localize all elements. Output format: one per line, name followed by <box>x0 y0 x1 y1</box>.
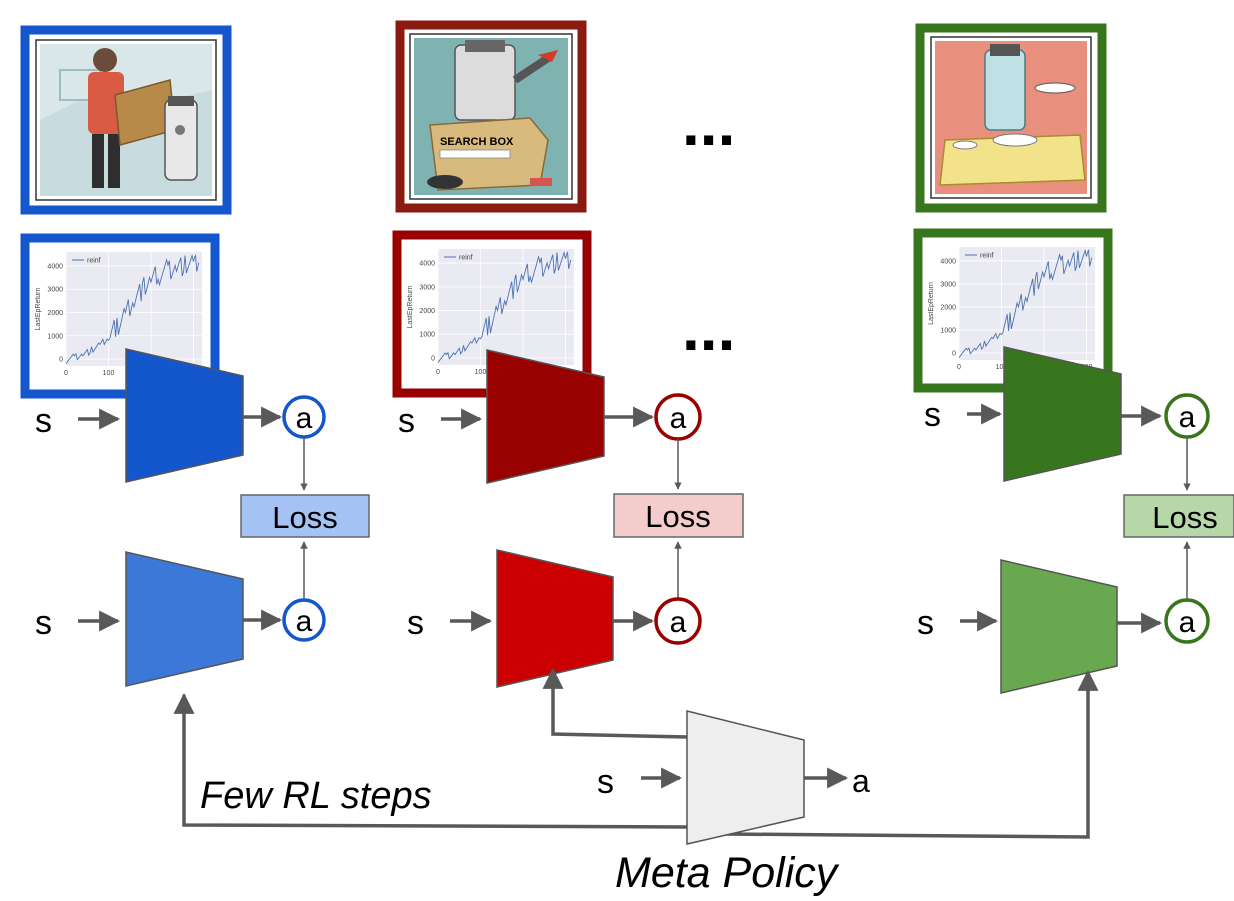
adaptation-arrow-blue <box>173 692 688 829</box>
x-tick-label: 0 <box>957 364 961 371</box>
y-axis-label: LastEpReturn <box>928 282 935 325</box>
adapted-policy-network-green <box>1003 346 1122 482</box>
reward-chart-blue: 010002000300040000100200300reinfLastEpRe… <box>35 252 202 377</box>
x-tick-label: 100 <box>103 370 115 377</box>
adaptation-arrow-green <box>724 669 1099 839</box>
action-label: a <box>670 402 687 435</box>
action-label: a <box>296 605 313 638</box>
legend-label: reinf <box>459 255 473 262</box>
y-tick-label: 3000 <box>940 281 956 288</box>
task-image-blue <box>20 25 232 215</box>
state-label: s <box>398 402 415 440</box>
y-tick-label: 4000 <box>47 263 63 270</box>
action-node <box>654 597 702 645</box>
y-tick-label: 3000 <box>47 287 63 294</box>
state-label: s <box>597 763 614 801</box>
x-tick-label: 100 <box>996 364 1008 371</box>
y-axis-label: LastEpReturn <box>407 285 414 328</box>
ellipsis-top: ... <box>682 87 735 159</box>
action-node <box>1164 598 1210 644</box>
y-tick-label: 2000 <box>47 310 63 317</box>
loss-box <box>1123 494 1234 538</box>
person-robot-carrying-box-illustration <box>40 48 212 196</box>
y-tick-label: 1000 <box>419 332 435 339</box>
robot-search-box-illustration: SEARCH BOX <box>427 40 558 191</box>
series-line-reinf <box>65 253 200 364</box>
action-label: a <box>296 402 313 435</box>
state-label: s <box>917 604 934 642</box>
y-tick-label: 0 <box>59 357 63 364</box>
y-tick-label: 3000 <box>419 284 435 291</box>
reward-chart-green: 010002000300040000100200300reinfLastEpRe… <box>928 247 1095 371</box>
meta-policy-label: Meta Policy <box>615 849 840 897</box>
meta-policy: s a Few RL steps Meta Policy <box>173 667 1099 897</box>
ellipsis-middle: ... <box>682 292 735 364</box>
expert-policy-network-blue <box>125 551 244 687</box>
state-label: s <box>407 604 424 642</box>
adapted-policy-network-red <box>486 349 605 484</box>
column-red: s a Loss s a <box>398 349 744 688</box>
y-tick-label: 0 <box>431 355 435 362</box>
state-label: s <box>35 402 52 440</box>
action-label: a <box>852 763 870 799</box>
plot-area <box>66 252 202 366</box>
legend-label: reinf <box>87 258 101 265</box>
expert-policy-network-green <box>1000 559 1118 694</box>
x-tick-label: 0 <box>436 369 440 376</box>
state-label: s <box>924 396 941 434</box>
series-line-reinf <box>958 248 1093 358</box>
y-tick-label: 1000 <box>47 333 63 340</box>
plot-area <box>959 247 1095 360</box>
y-tick-label: 2000 <box>419 308 435 315</box>
y-tick-label: 2000 <box>940 304 956 311</box>
action-node <box>282 598 326 642</box>
svg-text:SEARCH BOX: SEARCH BOX <box>440 136 514 148</box>
action-label: a <box>1179 606 1196 639</box>
action-label: a <box>1179 401 1196 434</box>
expert-policy-network-red <box>496 549 614 688</box>
robot-serving-dinner-illustration <box>939 44 1086 186</box>
loss-box <box>240 494 370 538</box>
action-label: a <box>670 606 687 639</box>
few-rl-steps-label: Few RL steps <box>200 775 432 817</box>
loss-label: Loss <box>272 500 337 535</box>
task-image-green <box>915 23 1107 213</box>
adaptation-arrow-red <box>542 667 688 739</box>
x-tick-label: 100 <box>475 369 487 376</box>
loss-label: Loss <box>645 499 710 534</box>
legend-label: reinf <box>980 253 994 260</box>
y-tick-label: 0 <box>952 351 956 358</box>
adapted-policy-network-blue <box>125 348 244 483</box>
loss-label: Loss <box>1152 500 1217 535</box>
column-blue: s a Loss s a <box>35 348 370 687</box>
column-green: s a Loss s a <box>917 346 1234 694</box>
task-image-red: SEARCH BOX <box>395 20 587 213</box>
state-label: s <box>35 604 52 642</box>
y-axis-label: LastEpReturn <box>35 287 42 330</box>
meta-policy-network <box>686 710 805 845</box>
chart-frame-blue: 010002000300040000100200300reinfLastEpRe… <box>20 233 220 399</box>
y-tick-label: 4000 <box>419 261 435 268</box>
x-tick-label: 0 <box>64 370 68 377</box>
y-tick-label: 1000 <box>940 328 956 335</box>
plot-area <box>438 249 574 365</box>
loss-box <box>613 493 744 538</box>
series-line-reinf <box>437 250 572 363</box>
y-tick-label: 4000 <box>940 258 956 265</box>
